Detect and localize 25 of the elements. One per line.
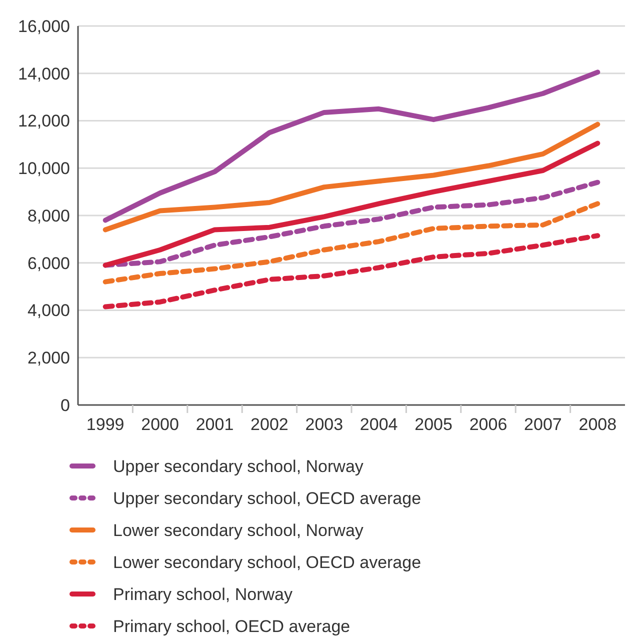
legend-label: Lower secondary school, Norway	[113, 520, 364, 540]
x-tick-label: 1999	[86, 415, 124, 434]
x-tick-label: 2004	[360, 415, 398, 434]
y-tick-label: 6,000	[27, 254, 70, 273]
x-tick-label: 2003	[305, 415, 344, 434]
x-tick-label: 2005	[414, 415, 452, 434]
y-tick-label: 12,000	[18, 112, 70, 131]
legend-label: Primary school, OECD average	[113, 616, 350, 636]
x-tick-label: 2000	[141, 415, 179, 434]
legend-label: Upper secondary school, OECD average	[113, 488, 422, 508]
y-tick-label: 14,000	[18, 64, 70, 84]
y-tick-label: 16,000	[18, 16, 70, 36]
x-tick-label: 2006	[469, 415, 508, 434]
y-tick-label: 10,000	[18, 159, 70, 178]
y-tick-label: 4,000	[27, 301, 70, 320]
y-tick-label: 2,000	[27, 348, 70, 368]
legend-label: Upper secondary school, Norway	[113, 456, 364, 476]
x-tick-label: 2008	[578, 415, 617, 434]
x-tick-label: 2002	[250, 415, 288, 434]
y-tick-label: 0	[60, 396, 70, 415]
x-tick-label: 2007	[524, 415, 562, 434]
x-tick-label: 2001	[196, 415, 234, 434]
y-tick-label: 8,000	[27, 206, 70, 226]
legend-label: Lower secondary school, OECD average	[113, 552, 422, 572]
legend-label: Primary school, Norway	[113, 584, 293, 604]
